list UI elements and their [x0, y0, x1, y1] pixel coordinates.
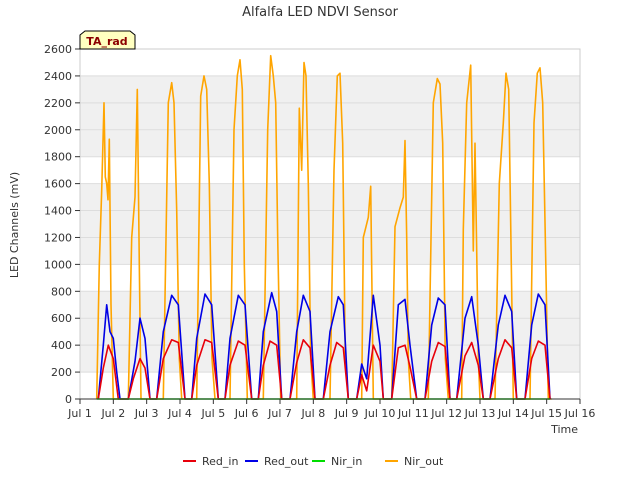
y-tick-label: 1200 — [44, 231, 72, 244]
x-tick-label: Jul 11 — [397, 407, 429, 420]
y-tick-label: 2600 — [44, 43, 72, 56]
legend-item-nir-in: Nir_in — [312, 455, 362, 468]
legend: Red_in Red_out Nir_in Nir_out — [183, 455, 444, 468]
x-tick-label: Jul 9 — [334, 407, 359, 420]
x-tick-label: Jul 1 — [67, 407, 92, 420]
x-tick-label: Jul 12 — [430, 407, 462, 420]
x-tick-label: Jul 3 — [134, 407, 159, 420]
band — [80, 102, 580, 130]
x-tick-label: Jul 16 — [564, 407, 596, 420]
band — [80, 75, 580, 103]
x-tick-label: Jul 8 — [300, 407, 325, 420]
x-tick-label: Jul 5 — [200, 407, 225, 420]
legend-label: Red_out — [264, 455, 309, 468]
x-tick-label: Jul 14 — [497, 407, 529, 420]
x-tick-label: Jul 13 — [464, 407, 496, 420]
band — [80, 183, 580, 211]
y-tick-label: 800 — [51, 285, 72, 298]
x-axis-title: Time — [550, 423, 578, 436]
legend-item-red-in: Red_in — [183, 455, 238, 468]
band — [80, 129, 580, 157]
x-tick-label: Jul 4 — [167, 407, 192, 420]
x-tick-label: Jul 2 — [100, 407, 125, 420]
badge-label: TA_rad — [86, 35, 127, 48]
x-tick-label: Jul 15 — [530, 407, 562, 420]
y-tick-label: 1400 — [44, 205, 72, 218]
band — [80, 210, 580, 238]
ta-rad-badge: TA_rad — [79, 30, 136, 50]
y-tick-label: 0 — [65, 393, 72, 406]
legend-label: Red_in — [202, 455, 238, 468]
y-tick-label: 1800 — [44, 151, 72, 164]
legend-item-nir-out: Nir_out — [385, 455, 444, 468]
y-tick-label: 1000 — [44, 258, 72, 271]
y-tick-label: 1600 — [44, 178, 72, 191]
band — [80, 264, 580, 292]
y-tick-label: 200 — [51, 366, 72, 379]
y-tick-label: 400 — [51, 339, 72, 352]
y-tick-label: 2400 — [44, 70, 72, 83]
y-tick-label: 2000 — [44, 124, 72, 137]
x-axis: Jul 1 Jul 2 Jul 3 Jul 4 Jul 5 Jul 6 Jul 7 Jul 8… — [67, 398, 596, 420]
band — [80, 49, 580, 76]
legend-label: Nir_in — [331, 455, 362, 468]
x-tick-label: Jul 6 — [234, 407, 259, 420]
x-tick-label: Jul 7 — [267, 407, 292, 420]
y-tick-label: 2200 — [44, 97, 72, 110]
band — [80, 237, 580, 265]
y-axis-title: LED Channels (mV) — [8, 172, 21, 278]
badge-box — [79, 30, 136, 50]
y-axis: 0 200 400 600 800 1000 1200 1400 1600 1800 2000 220… — [44, 43, 80, 406]
chart-title: Alfalfa LED NDVI Sensor — [242, 5, 399, 20]
y-tick-label: 600 — [51, 312, 72, 325]
legend-item-red-out: Red_out — [245, 455, 309, 468]
band — [80, 156, 580, 184]
legend-label: Nir_out — [404, 455, 444, 468]
x-tick-label: Jul 10 — [364, 407, 396, 420]
